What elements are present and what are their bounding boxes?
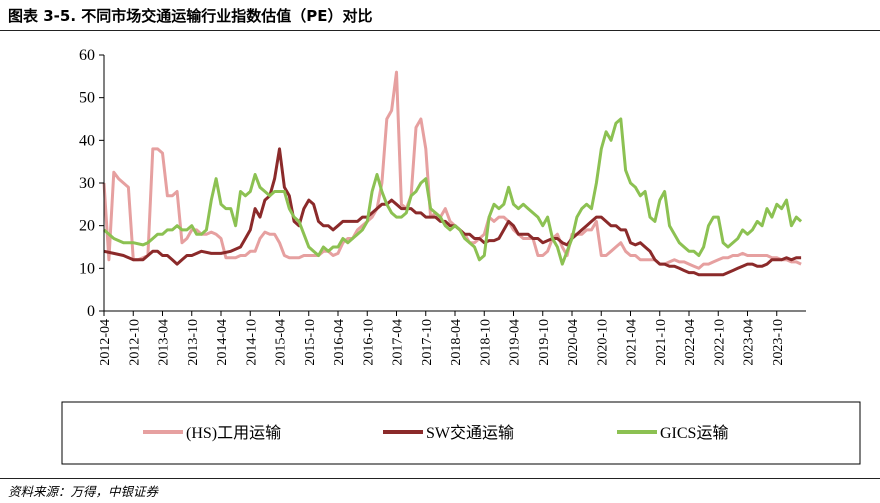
y-tick-label: 40 [79, 132, 95, 149]
x-tick-label: 2013-04 [157, 319, 172, 366]
x-tick-label: 2012-10 [127, 319, 142, 366]
x-tick-label: 2022-04 [683, 319, 698, 366]
y-tick-label: 10 [79, 260, 95, 277]
x-tick-label: 2021-10 [654, 319, 669, 366]
bottom-divider [0, 478, 880, 479]
x-tick-label: 2022-10 [712, 319, 727, 366]
x-tick-label: 2015-04 [274, 319, 289, 366]
x-tick-label: 2023-10 [771, 319, 786, 366]
y-tick-label: 50 [79, 90, 95, 107]
x-ticks: 2012-04 2012-10 2013-04 2013-10 2014-04 2014-… [98, 311, 786, 366]
x-tick-label: 2012-04 [98, 319, 113, 366]
legend-label-1: (HS)工用运输 [186, 424, 281, 442]
x-tick-label: 2016-10 [361, 319, 376, 366]
y-tick-label: 0 [87, 303, 95, 320]
x-tick-label: 2021-04 [625, 319, 640, 366]
legend: (HS)工用运输 SW交通运输 GICS运输 [143, 424, 728, 442]
x-tick-label: 2020-04 [566, 319, 581, 366]
series-layer [102, 70, 803, 277]
axes-layer [103, 55, 806, 312]
y-tick-label: 60 [79, 47, 95, 64]
series-line-1 [102, 70, 802, 270]
x-tick-label: 2017-04 [391, 319, 406, 366]
x-tick-label: 2018-10 [478, 319, 493, 366]
legend-label-2: SW交通运输 [426, 424, 514, 442]
y-tick-label: 20 [79, 218, 95, 235]
y-ticks: 0 10 20 30 40 50 60 [79, 47, 104, 320]
x-tick-label: 2018-04 [449, 319, 464, 366]
x-tick-label: 2016-04 [332, 319, 347, 366]
legend-box [61, 401, 861, 465]
x-tick-label: 2015-10 [303, 319, 318, 366]
series-line-2 [103, 147, 802, 277]
x-tick-label: 2023-04 [742, 319, 757, 366]
legend-label-3: GICS运输 [660, 424, 728, 442]
x-tick-label: 2017-10 [420, 319, 435, 366]
x-tick-label: 2019-04 [508, 319, 523, 366]
chart-title: 图表 3-5. 不同市场交通运输行业指数估值（PE）对比 [8, 7, 373, 25]
x-tick-label: 2014-04 [215, 319, 230, 366]
x-tick-label: 2019-10 [537, 319, 552, 366]
source-note: 资料来源：万得，中银证券 [8, 484, 159, 499]
x-tick-label: 2013-10 [186, 319, 201, 366]
x-tick-label: 2014-10 [244, 319, 259, 366]
series-line-3 [103, 117, 803, 266]
top-divider [0, 30, 880, 31]
x-tick-label: 2020-10 [595, 319, 610, 366]
y-tick-label: 30 [79, 175, 95, 192]
